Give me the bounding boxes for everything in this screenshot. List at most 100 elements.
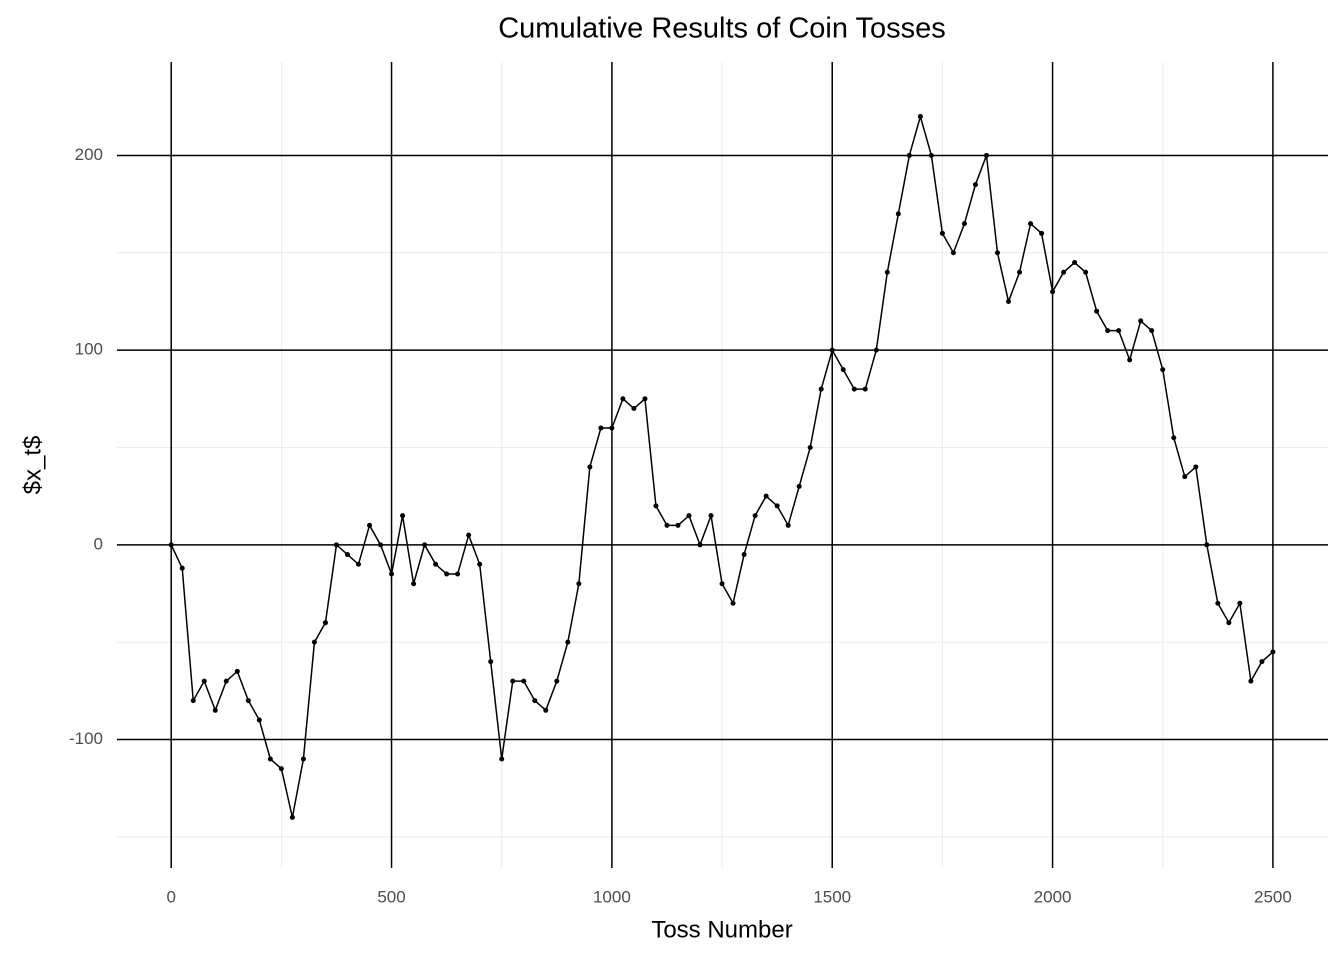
data-point bbox=[355, 561, 361, 567]
data-point bbox=[1270, 649, 1276, 655]
data-point bbox=[576, 581, 582, 587]
data-point bbox=[1028, 221, 1034, 227]
data-point bbox=[1193, 464, 1199, 470]
data-point bbox=[730, 600, 736, 606]
data-point bbox=[1083, 269, 1089, 275]
data-point bbox=[278, 766, 284, 772]
data-point bbox=[741, 552, 747, 558]
data-point bbox=[928, 152, 934, 158]
data-point bbox=[906, 152, 912, 158]
data-point bbox=[422, 542, 428, 548]
data-point bbox=[664, 522, 670, 528]
data-point bbox=[983, 152, 989, 158]
data-point bbox=[1127, 357, 1133, 363]
data-point bbox=[532, 698, 538, 704]
data-point bbox=[1039, 230, 1045, 236]
data-point bbox=[1149, 328, 1155, 334]
data-point bbox=[168, 542, 174, 548]
data-point bbox=[994, 250, 1000, 256]
data-point bbox=[961, 221, 967, 227]
data-point bbox=[895, 211, 901, 217]
data-point bbox=[763, 493, 769, 499]
data-point bbox=[587, 464, 593, 470]
data-point bbox=[653, 503, 659, 509]
data-point bbox=[190, 698, 196, 704]
chart-title: Cumulative Results of Coin Tosses bbox=[498, 13, 946, 45]
x-tick-label: 1000 bbox=[593, 887, 631, 906]
data-point bbox=[455, 571, 461, 577]
data-point bbox=[400, 513, 406, 519]
data-point bbox=[223, 678, 229, 684]
data-point bbox=[631, 406, 637, 412]
x-tick-label: 0 bbox=[166, 887, 175, 906]
data-point bbox=[917, 114, 923, 120]
data-point bbox=[972, 182, 978, 188]
data-point bbox=[752, 513, 758, 519]
data-point bbox=[367, 522, 373, 528]
data-point bbox=[411, 581, 417, 587]
data-point bbox=[708, 513, 714, 519]
data-point bbox=[873, 347, 879, 353]
data-point bbox=[1171, 435, 1177, 441]
x-tick-label: 500 bbox=[377, 887, 405, 906]
data-point bbox=[1182, 474, 1188, 480]
data-point bbox=[1094, 308, 1100, 314]
data-point bbox=[201, 678, 207, 684]
data-point bbox=[939, 230, 945, 236]
data-point bbox=[774, 503, 780, 509]
data-point bbox=[1017, 269, 1023, 275]
data-point bbox=[433, 561, 439, 567]
data-point bbox=[950, 250, 956, 256]
data-point bbox=[510, 678, 516, 684]
data-point bbox=[1204, 542, 1210, 548]
x-tick-label: 1500 bbox=[813, 887, 851, 906]
data-point bbox=[1105, 328, 1111, 334]
data-point bbox=[322, 620, 328, 626]
data-point bbox=[1116, 328, 1122, 334]
data-point bbox=[311, 639, 317, 645]
data-point bbox=[245, 698, 251, 704]
data-point bbox=[818, 386, 824, 392]
data-point bbox=[521, 678, 527, 684]
data-point bbox=[1160, 367, 1166, 373]
y-axis-title: $x_t$ bbox=[19, 436, 46, 495]
data-point bbox=[444, 571, 450, 577]
data-point bbox=[807, 444, 813, 450]
y-tick-label: 100 bbox=[75, 340, 103, 359]
y-tick-label: -100 bbox=[69, 729, 103, 748]
data-point bbox=[1237, 600, 1243, 606]
data-point bbox=[1072, 260, 1078, 266]
data-point bbox=[554, 678, 560, 684]
data-point bbox=[1138, 318, 1144, 324]
data-point bbox=[609, 425, 615, 431]
data-point bbox=[686, 513, 692, 519]
x-tick-label: 2000 bbox=[1034, 887, 1072, 906]
data-point bbox=[300, 756, 306, 762]
data-point bbox=[1006, 298, 1012, 304]
data-point bbox=[1259, 659, 1265, 665]
data-point bbox=[675, 522, 681, 528]
y-tick-label: 200 bbox=[75, 145, 103, 164]
data-point bbox=[884, 269, 890, 275]
data-point bbox=[488, 659, 494, 665]
data-point bbox=[1248, 678, 1254, 684]
y-tick-label: 0 bbox=[94, 534, 103, 553]
data-point bbox=[344, 552, 350, 558]
data-point bbox=[378, 542, 384, 548]
data-point bbox=[1061, 269, 1067, 275]
data-point bbox=[333, 542, 339, 548]
data-point bbox=[565, 639, 571, 645]
data-point bbox=[499, 756, 505, 762]
data-point bbox=[289, 814, 295, 820]
data-point bbox=[267, 756, 273, 762]
data-point bbox=[1215, 600, 1221, 606]
data-point bbox=[642, 396, 648, 402]
data-point bbox=[477, 561, 483, 567]
data-point bbox=[851, 386, 857, 392]
data-point bbox=[1050, 289, 1056, 295]
data-point bbox=[234, 668, 240, 674]
x-axis-title: Toss Number bbox=[651, 916, 792, 943]
data-point bbox=[179, 565, 185, 571]
data-point bbox=[829, 347, 835, 353]
